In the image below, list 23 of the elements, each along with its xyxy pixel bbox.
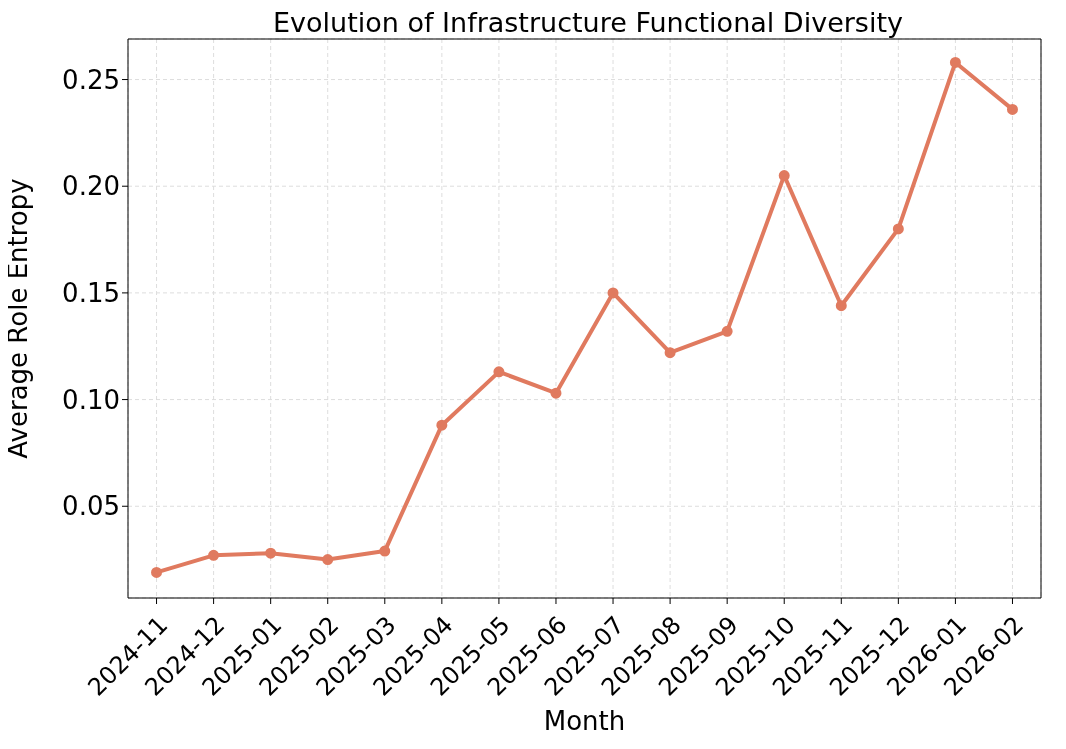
point [721, 325, 733, 337]
point [208, 549, 220, 561]
point [949, 56, 961, 68]
point [322, 554, 334, 566]
point [493, 366, 505, 378]
point [664, 347, 676, 359]
chart-title: Evolution of Infrastructure Functional Diversity [272, 7, 904, 38]
point [550, 387, 562, 399]
point [436, 419, 448, 431]
y-tick-label: 0.05 [62, 491, 120, 522]
point [265, 547, 277, 559]
x-axis-title: Month [543, 706, 626, 736]
y-axis-title: Average Role Entropy [3, 178, 34, 459]
point [607, 287, 619, 299]
point [892, 223, 904, 235]
y-tick-label: 0.20 [62, 171, 120, 202]
y-tick-label: 0.25 [62, 64, 120, 95]
y-tick-label: 0.15 [62, 278, 120, 309]
y-tick-label: 0.10 [62, 384, 120, 415]
point [151, 566, 163, 578]
point [835, 300, 847, 312]
point [379, 545, 391, 557]
point [1006, 103, 1018, 115]
